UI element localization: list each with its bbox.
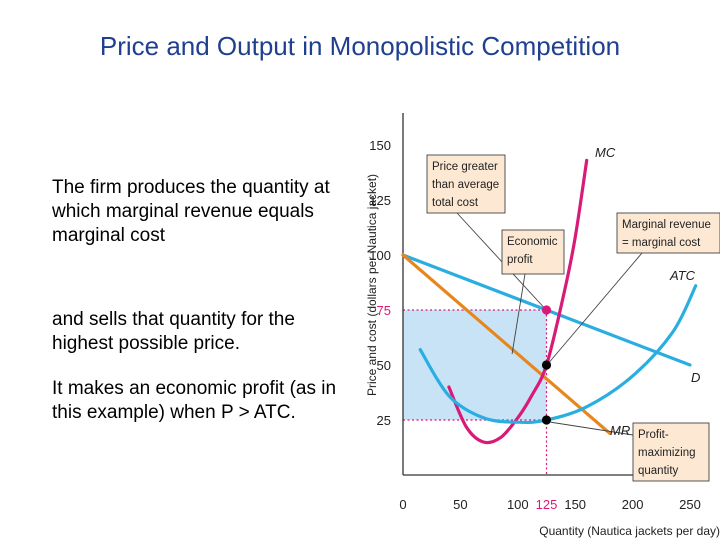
- x-axis-title: Quantity (Nautica jackets per day): [539, 524, 720, 538]
- curve-label-d: D: [691, 370, 700, 385]
- callout-leader-econ-profit: [511, 273, 526, 355]
- callout-text-mr-mc: Marginal revenue: [622, 219, 711, 231]
- callout-text-mr-mc: = marginal cost: [622, 237, 701, 249]
- curve-label-atc: ATC: [669, 268, 696, 283]
- callout-leader-profit-max: [549, 421, 634, 436]
- paragraph-highest-price: and sells that quantity for the highest …: [52, 309, 295, 354]
- callout-box-profit-max: [632, 422, 710, 482]
- slide-title: Price and Output in Monopolistic Competi…: [99, 31, 621, 61]
- x-tick-label: 50: [453, 497, 467, 512]
- callout-text-price-atc: Price greater: [432, 161, 498, 173]
- marginal-cost-curve: [447, 158, 589, 445]
- y-tick-label: 75: [377, 303, 391, 318]
- economic-profit-area: [403, 310, 547, 420]
- callout-text-profit-max: quantity: [638, 465, 679, 477]
- callout-text-econ-profit: Economic: [507, 236, 558, 248]
- marginal-revenue-curve: [401, 253, 612, 435]
- x-tick-label: 0: [399, 497, 406, 512]
- curve-label-mr: MR: [610, 423, 630, 438]
- x-tick-label: 150: [564, 497, 586, 512]
- equilibrium-point-2: [541, 415, 552, 425]
- curve-label-mc: MC: [595, 145, 616, 160]
- x-tick-label: 200: [622, 497, 644, 512]
- callout-text-price-atc: total cost: [432, 197, 479, 209]
- x-tick-label: 100: [507, 497, 529, 512]
- callout-leader-mr-mc: [549, 252, 643, 363]
- y-tick-label: 100: [369, 248, 391, 263]
- equilibrium-point-0: [541, 305, 552, 315]
- y-tick-label: 50: [377, 358, 391, 373]
- equilibrium-point-1: [541, 360, 552, 370]
- callout-box-mr-mc: [616, 212, 720, 254]
- callout-text-price-atc: than average: [432, 179, 499, 191]
- y-axis-title: Price and cost (dollars per Nautica jack…: [365, 174, 379, 396]
- callout-leader-price-atc: [456, 212, 544, 308]
- x-tick-label: 125: [536, 497, 558, 512]
- callout-box-econ-profit: [501, 229, 565, 275]
- y-tick-label: 150: [369, 138, 391, 153]
- y-tick-label: 25: [377, 413, 391, 428]
- paragraph-mr-equals-mc: The firm produces the quantity at which …: [52, 177, 330, 246]
- x-tick-label: 250: [679, 497, 701, 512]
- callout-text-profit-max: Profit-: [638, 429, 669, 441]
- y-tick-label: 125: [369, 193, 391, 208]
- monopolistic-competition-chart: Price greater than average total cost Econo…: [365, 113, 720, 538]
- callout-text-profit-max: maximizing: [638, 447, 696, 459]
- paragraph-economic-profit: It makes an economic profit (as in this …: [52, 378, 337, 423]
- callout-box-price-atc: [426, 154, 506, 214]
- callout-text-econ-profit: profit: [507, 254, 533, 266]
